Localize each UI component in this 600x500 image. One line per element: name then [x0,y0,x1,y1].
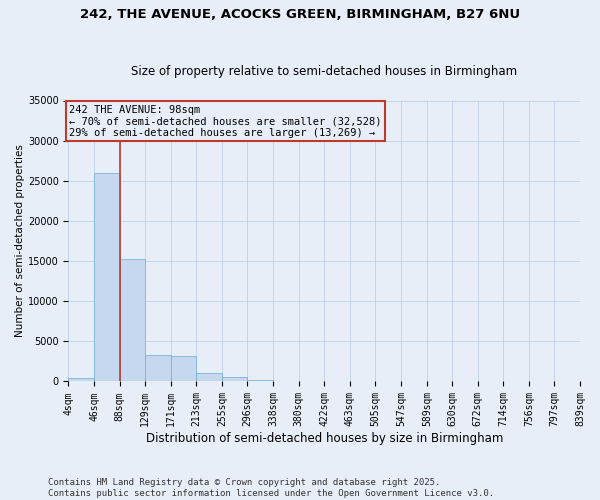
Text: Contains HM Land Registry data © Crown copyright and database right 2025.
Contai: Contains HM Land Registry data © Crown c… [48,478,494,498]
Y-axis label: Number of semi-detached properties: Number of semi-detached properties [15,144,25,338]
Bar [145,355,171,382]
Bar [68,378,94,382]
Bar [94,173,120,382]
Text: 242, THE AVENUE, ACOCKS GREEN, BIRMINGHAM, B27 6NU: 242, THE AVENUE, ACOCKS GREEN, BIRMINGHA… [80,8,520,20]
Bar [247,380,273,382]
Bar [222,378,247,382]
X-axis label: Distribution of semi-detached houses by size in Birmingham: Distribution of semi-detached houses by … [146,432,503,445]
Title: Size of property relative to semi-detached houses in Birmingham: Size of property relative to semi-detach… [131,66,517,78]
Text: 242 THE AVENUE: 98sqm
← 70% of semi-detached houses are smaller (32,528)
29% of : 242 THE AVENUE: 98sqm ← 70% of semi-deta… [69,104,382,138]
Bar [171,356,196,382]
Bar [120,260,145,382]
Bar [196,372,222,382]
